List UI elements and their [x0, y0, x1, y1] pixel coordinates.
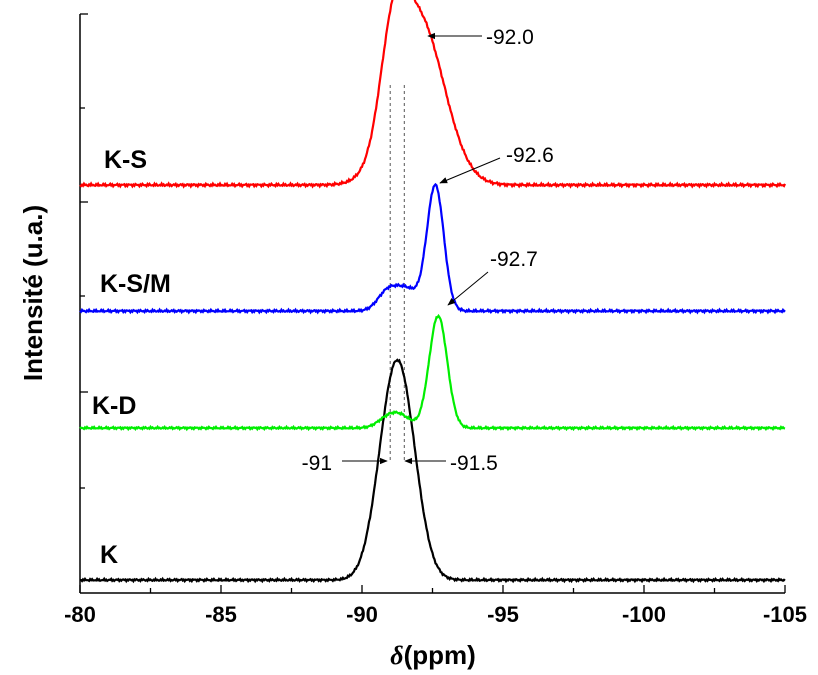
series-label: K-S [104, 146, 147, 174]
series-line-ks [79, 0, 786, 189]
annotation-label: -91.5 [450, 452, 498, 475]
x-axis-unit: (ppm) [404, 640, 476, 670]
x-tick-label: -80 [64, 602, 96, 627]
annotation-label: -92.0 [486, 26, 534, 49]
annotation-arrow [439, 157, 501, 184]
x-tick-label: -100 [622, 602, 666, 627]
y-axis-title: Intensité (u.a.) [18, 205, 48, 381]
annotation-label: -91 [302, 452, 332, 475]
reference-lines [389, 85, 405, 462]
series-labels: K K-D K-S/M K-S [92, 146, 171, 569]
series-label: K [100, 541, 118, 569]
x-tick-label: -105 [763, 602, 807, 627]
series-line-ksm [79, 182, 786, 315]
x-tick-label: -90 [346, 602, 378, 627]
annotation-label: -92.6 [506, 144, 554, 167]
series-label: K-S/M [100, 270, 171, 298]
axes: -80 -85 -90 -95 -100 -105 [64, 13, 807, 627]
x-axis-title: δ(ppm) [390, 640, 476, 670]
series-lines [79, 0, 786, 584]
x-tick-label: -95 [487, 602, 519, 627]
x-tick-label: -85 [205, 602, 237, 627]
series-label: K-D [92, 392, 136, 420]
annotation-arrow [447, 271, 489, 306]
series-line-k [79, 358, 786, 584]
annotation-label: -92.7 [490, 248, 538, 271]
x-axis-symbol: δ [390, 641, 403, 670]
series-line-kd [79, 313, 786, 432]
annotations: -92.0 -92.6 -92.7 -91 -91.5 [302, 26, 554, 475]
